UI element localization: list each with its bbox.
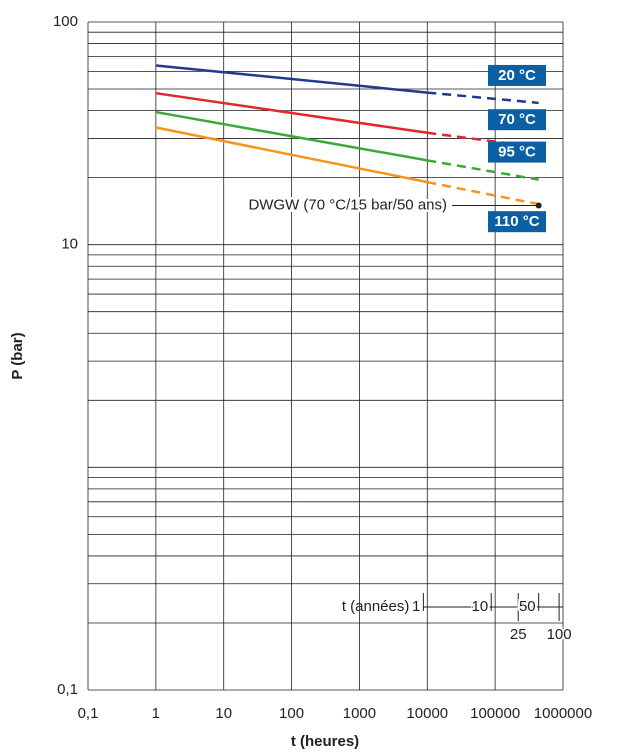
series-line bbox=[427, 159, 539, 181]
year-tick-label: 25 bbox=[510, 626, 527, 643]
year-tick-label: 100 bbox=[547, 626, 572, 643]
series-label: 70 °C bbox=[498, 111, 536, 128]
series-label: 110 °C bbox=[494, 213, 539, 230]
series-line bbox=[155, 126, 428, 184]
year-tick-label: 50 bbox=[519, 598, 536, 615]
x-tick-label: 100000 bbox=[470, 705, 520, 722]
annotation-point bbox=[535, 202, 542, 209]
series-label-box bbox=[488, 109, 546, 131]
series-label-box bbox=[488, 211, 546, 233]
y-tick-label: 0,1 bbox=[57, 681, 78, 698]
series-line bbox=[427, 180, 539, 206]
x-tick-label: 10 bbox=[215, 705, 232, 722]
series-label-box bbox=[488, 64, 546, 86]
series-line bbox=[155, 91, 428, 135]
year-tick-label: 10 bbox=[472, 598, 489, 615]
year-tick-label: 1 bbox=[412, 598, 420, 615]
x-tick-label: 1000 bbox=[343, 705, 376, 722]
x-axis-title: t (heures) bbox=[291, 733, 359, 750]
x-tick-label: 100 bbox=[279, 705, 304, 722]
x-tick-label: 1000000 bbox=[534, 705, 592, 722]
series-line bbox=[427, 91, 539, 105]
x-tick-label: 1 bbox=[152, 705, 160, 722]
x-tick-label: 10000 bbox=[406, 705, 448, 722]
series-line bbox=[155, 64, 428, 94]
series-label: 20 °C bbox=[498, 67, 536, 84]
x-tick-label: 0,1 bbox=[78, 705, 99, 722]
annotation-text: DWGW (70 °C/15 bar/50 ans) bbox=[248, 196, 447, 213]
y-tick-label: 100 bbox=[53, 13, 78, 30]
series-line bbox=[155, 110, 428, 162]
year-axis-title: t (années) bbox=[342, 598, 410, 615]
series-label: 95 °C bbox=[498, 144, 536, 161]
series-label-box bbox=[488, 141, 546, 163]
y-tick-label: 10 bbox=[61, 236, 78, 253]
y-axis-title: P (bar) bbox=[9, 332, 26, 379]
